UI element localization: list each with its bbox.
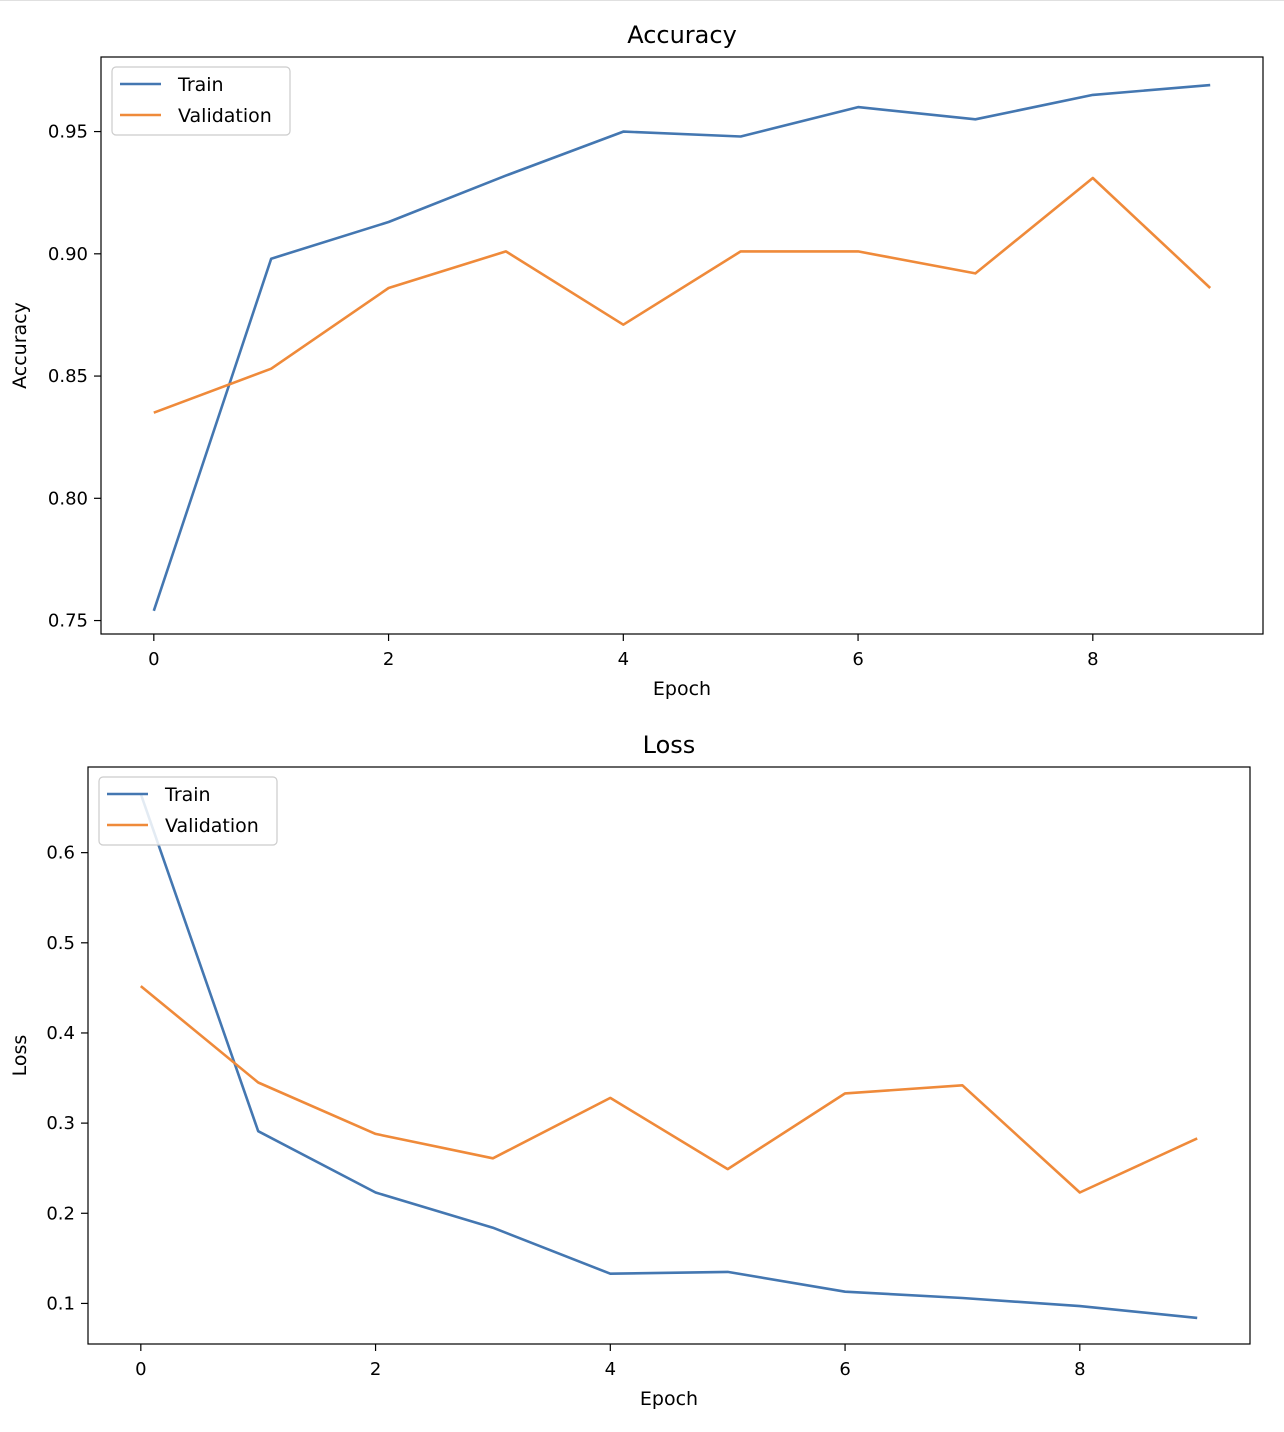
x-tick-label: 6 <box>839 1359 850 1380</box>
y-tick-label: 0.85 <box>48 366 88 387</box>
series-line-validation <box>153 176 1212 414</box>
y-tick-label: 0.80 <box>48 488 88 509</box>
chart-accuracy: Accuracy 0 2 4 6 8 0.75 0.80 0.85 0.90 0.95 Epoch Ac… <box>9 21 1264 700</box>
chart-title: Loss <box>643 731 696 759</box>
x-tick-label: 8 <box>1087 649 1098 670</box>
chart-loss: Loss 0 2 4 6 8 0.1 0.2 0.3 0.4 0.5 0.6 Epoch Loss Trai… <box>9 731 1251 1410</box>
y-tick-label: 0.6 <box>46 843 75 864</box>
y-tick-label: 0.90 <box>48 244 88 265</box>
legend-label-train: Train <box>177 74 224 96</box>
series-line-train <box>152 83 1211 612</box>
chart-title: Accuracy <box>627 21 737 49</box>
series-line-validation <box>139 985 1198 1194</box>
y-tick-label: 0.1 <box>46 1293 75 1314</box>
x-tick-label: 0 <box>135 1359 146 1380</box>
x-axis-label: Epoch <box>653 678 711 700</box>
y-tick-label: 0.3 <box>46 1113 75 1134</box>
y-axis-label: Loss <box>9 1035 31 1077</box>
y-tick-label: 0.2 <box>46 1203 75 1224</box>
x-axis-label: Epoch <box>640 1388 698 1410</box>
y-tick-label: 0.5 <box>46 933 75 954</box>
x-tick-label: 4 <box>605 1359 616 1380</box>
x-tick-label: 4 <box>618 649 629 670</box>
x-tick-label: 2 <box>370 1359 381 1380</box>
y-tick-label: 0.75 <box>48 611 88 632</box>
series-line-train <box>139 793 1198 1320</box>
x-tick-label: 6 <box>852 649 863 670</box>
legend-label-train: Train <box>164 784 211 806</box>
y-tick-label: 0.95 <box>48 122 88 143</box>
top-divider <box>0 0 1284 1</box>
plot-frame <box>100 56 1264 635</box>
legend-label-validation: Validation <box>178 105 272 127</box>
x-tick-label: 8 <box>1074 1359 1085 1380</box>
x-tick-label: 0 <box>148 649 159 670</box>
plot-frame <box>87 766 1251 1345</box>
y-tick-label: 0.4 <box>46 1023 75 1044</box>
y-axis-label: Accuracy <box>9 302 31 389</box>
x-tick-label: 2 <box>383 649 394 670</box>
legend-label-validation: Validation <box>165 815 259 837</box>
